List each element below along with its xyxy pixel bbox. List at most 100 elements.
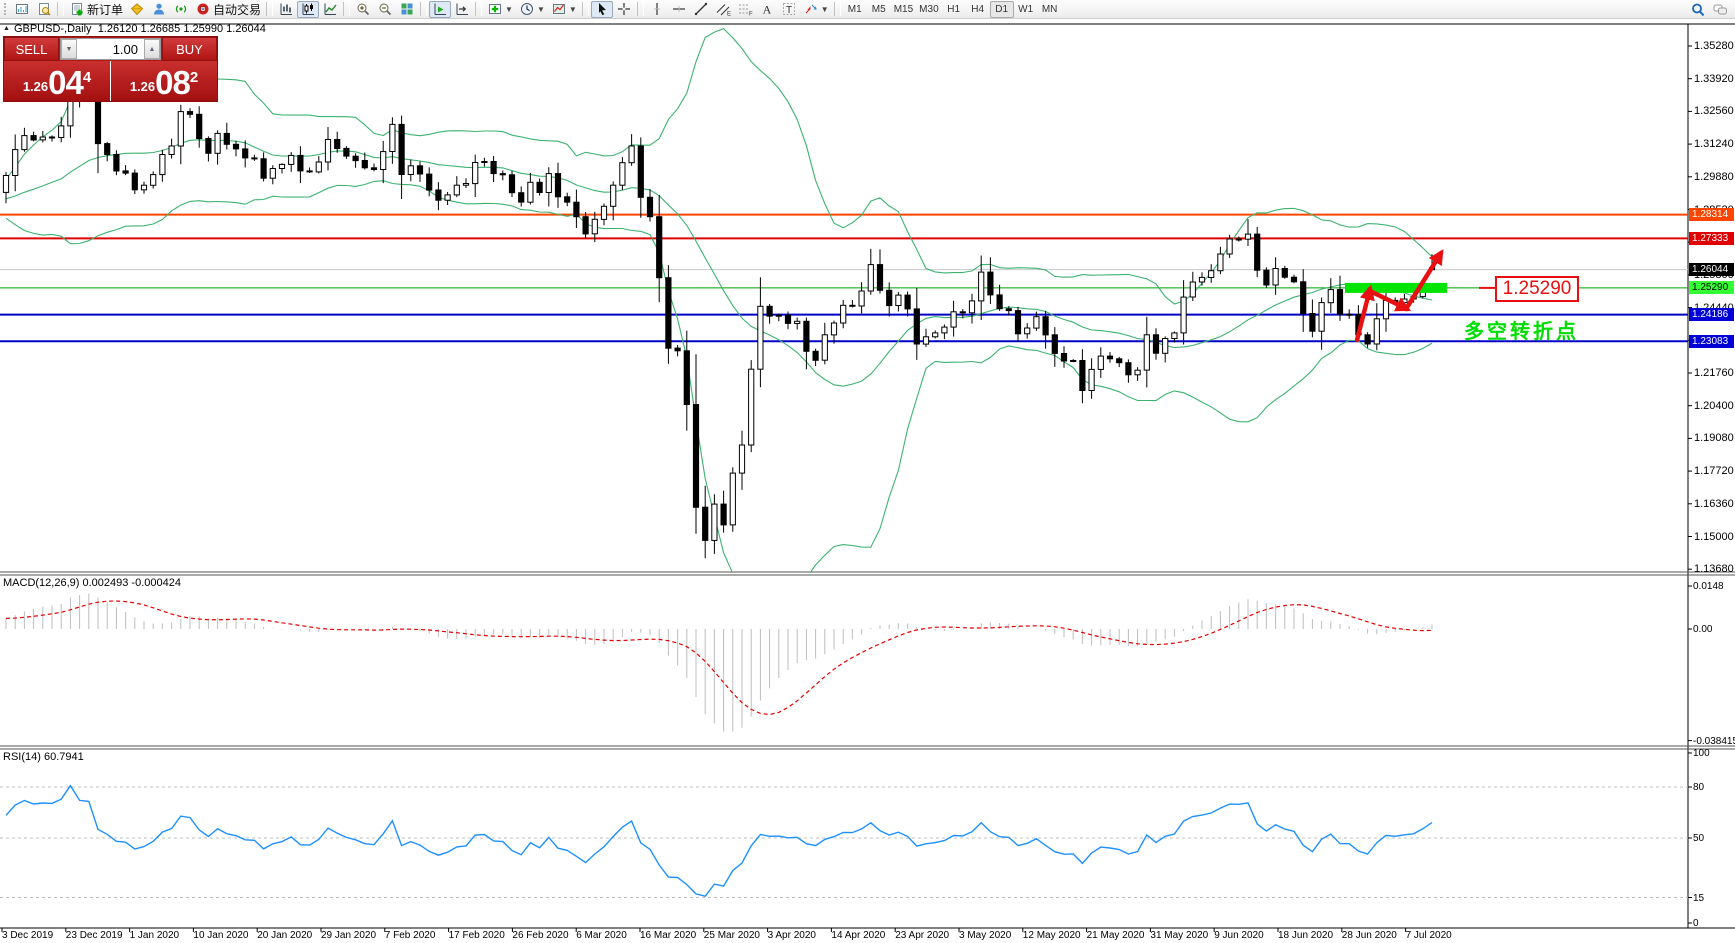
chart-symbol-period: GBPUSD-,Daily — [13, 23, 92, 35]
timeframe-mn-button[interactable]: MN — [1041, 3, 1058, 15]
macd-panel[interactable] — [5, 593, 1433, 732]
timeframe-m5-button[interactable]: M5 — [871, 3, 886, 15]
price-axis-label: 1.20400 — [1694, 399, 1734, 412]
bar-chart-button[interactable] — [275, 1, 297, 18]
price-tag-1.28314: 1.28314 — [1689, 208, 1734, 222]
date-axis-label: 17 Feb 2020 — [448, 930, 505, 941]
price-tag-1.27333: 1.27333 — [1689, 231, 1734, 245]
sell-price-sup: 4 — [82, 69, 92, 86]
volume-input[interactable] — [77, 39, 144, 59]
fibonacci-button[interactable]: F — [734, 1, 756, 18]
tiles-glyph — [401, 3, 413, 15]
candle-glyph — [302, 3, 315, 15]
sell-price-small: 1.26 — [22, 79, 49, 94]
person-glyph — [154, 3, 165, 15]
main-chart-panel[interactable] — [0, 27, 1688, 592]
cursor-glyph — [598, 3, 606, 16]
annotation-arrow[interactable] — [1354, 284, 1375, 343]
indicator-line — [5, 600, 1433, 716]
open-data-window-button[interactable] — [33, 1, 55, 18]
tile-windows-button[interactable] — [396, 1, 418, 18]
timeframe-m1-button[interactable]: M1 — [847, 3, 862, 15]
date-axis-label: 18 Jun 2020 — [1278, 930, 1334, 941]
indicators-button[interactable]: ▼ — [484, 1, 516, 18]
buy-price[interactable]: 1.26 08 2 — [111, 61, 217, 101]
deposit-icon[interactable] — [126, 1, 148, 18]
new-order-button[interactable]: 新订单 — [66, 1, 126, 18]
line-chart-button[interactable] — [319, 1, 341, 18]
periods-button[interactable]: ▼ — [516, 1, 548, 18]
date-axis-label: 23 Apr 2020 — [895, 930, 950, 941]
toolbar-separator — [420, 2, 428, 16]
text-label-button[interactable]: T — [778, 1, 800, 18]
dropdown-caret-icon[interactable]: ▼ — [820, 4, 829, 14]
autotrading-button[interactable]: 自动交易 — [192, 1, 264, 18]
cursor-button[interactable] — [590, 0, 613, 18]
clock-glyph — [520, 3, 533, 15]
date-axis-label: 21 May 2020 — [1086, 930, 1145, 941]
volume-up-button[interactable]: ▲ — [144, 39, 160, 59]
price-axis-label: 1.21760 — [1694, 367, 1734, 379]
zoom-out-button[interactable] — [374, 1, 396, 18]
sell-price[interactable]: 1.26 04 4 — [4, 61, 111, 101]
date-axis-label: 3 May 2020 — [959, 930, 1012, 941]
annotation-note-text[interactable]: 多空转折点 — [1464, 321, 1579, 343]
annotation-arrow[interactable] — [1367, 288, 1412, 312]
one-click-trading-panel: SELL ▼ ▲ BUY 1.26 04 4 1.26 08 2 — [3, 36, 218, 102]
date-axis-label: 12 May 2020 — [1022, 930, 1081, 941]
dropdown-caret-icon[interactable]: ▼ — [536, 4, 545, 14]
docplus-glyph — [72, 3, 83, 16]
signals-icon[interactable] — [170, 1, 192, 18]
sell-button[interactable]: SELL — [4, 37, 59, 61]
crosshair-button[interactable] — [613, 1, 635, 18]
text-button[interactable]: A — [756, 1, 778, 18]
timeframe-m30-button[interactable]: M30 — [919, 3, 939, 15]
timeframe-m15-button[interactable]: M15 — [893, 3, 914, 15]
chat-icon[interactable] — [1709, 1, 1731, 18]
annotation-price-label[interactable]: 1.25290 — [1495, 276, 1579, 302]
zoomout-glyph — [379, 3, 392, 16]
templates-button[interactable]: ▼ — [548, 1, 580, 18]
sell-price-big: 04 — [48, 64, 84, 101]
indicator-line — [5, 784, 1433, 897]
date-axis-label: 6 Mar 2020 — [576, 930, 627, 941]
annotation-arrow[interactable] — [1403, 249, 1444, 312]
candles-layer — [2, 49, 1436, 559]
chart-shift-button[interactable] — [451, 1, 473, 18]
playaxis-glyph — [434, 3, 447, 15]
equidistant-channel-button[interactable]: E — [712, 1, 734, 18]
timeframe-h1-button[interactable]: H1 — [947, 3, 961, 15]
buy-button[interactable]: BUY — [162, 37, 217, 61]
horizontal-line-button[interactable] — [668, 1, 690, 18]
volume-down-button[interactable]: ▼ — [61, 39, 77, 59]
zoom-in-button[interactable] — [352, 1, 374, 18]
auto-scroll-button[interactable] — [429, 0, 452, 18]
toolbar-separator — [343, 2, 351, 16]
search-icon[interactable] — [1687, 1, 1709, 18]
candlestick-button[interactable] — [297, 0, 320, 18]
date-axis-label: 14 Apr 2020 — [831, 930, 886, 941]
price-axis-label: 1.32560 — [1694, 105, 1734, 118]
timeframe-w1-button[interactable]: W1 — [1018, 3, 1034, 15]
charts-list-button[interactable] — [11, 1, 33, 18]
vertical-line-button[interactable] — [646, 1, 668, 18]
gold-glyph — [130, 3, 144, 16]
dropdown-caret-icon[interactable]: ▼ — [568, 4, 577, 14]
linechart-glyph — [324, 3, 337, 15]
buy-price-sup: 2 — [189, 69, 199, 86]
trendline-button[interactable] — [690, 1, 712, 18]
collapse-triangle-icon[interactable]: ▲ — [3, 25, 10, 32]
plusgrid-glyph — [489, 4, 502, 14]
community-icon[interactable] — [148, 1, 170, 18]
timeframe-h4-button[interactable]: H4 — [971, 3, 985, 15]
arrows-glyph — [805, 4, 817, 14]
rsi-panel[interactable] — [0, 784, 1688, 898]
arrows-button[interactable]: ▼ — [800, 1, 832, 18]
price-axis-label: 1.16360 — [1694, 497, 1734, 510]
annotation-green-box[interactable] — [1345, 282, 1447, 293]
timeframe-d1-button[interactable]: D1 — [989, 0, 1014, 18]
new-order-button-label: 新订单 — [87, 2, 124, 17]
dropdown-caret-icon[interactable]: ▼ — [505, 4, 513, 14]
